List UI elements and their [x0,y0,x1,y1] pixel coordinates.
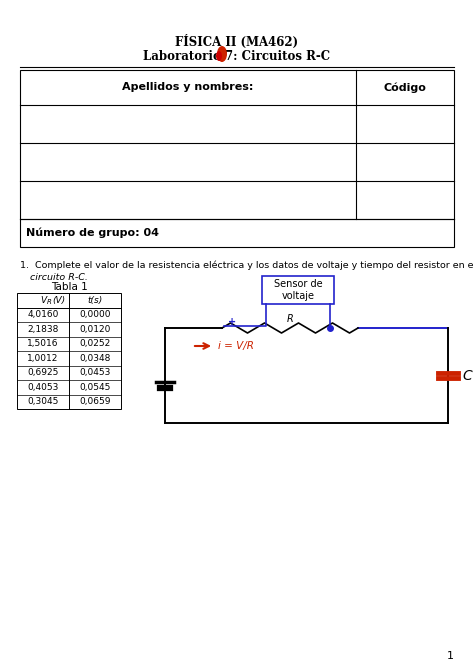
Text: Tabla 1: Tabla 1 [51,282,87,292]
Text: t(s): t(s) [87,295,103,305]
Text: Apellidos y nombres:: Apellidos y nombres: [122,82,254,92]
Text: 1: 1 [447,651,454,661]
Text: 0,6925: 0,6925 [27,369,59,377]
Text: 0,0000: 0,0000 [79,310,111,319]
Text: C: C [462,369,472,383]
Text: 0,0453: 0,0453 [79,369,111,377]
Text: 0,4053: 0,4053 [27,383,59,392]
Ellipse shape [216,51,222,61]
Text: 0,0252: 0,0252 [79,339,110,348]
Text: Código: Código [384,82,427,92]
Text: FÍSICA II (MA462): FÍSICA II (MA462) [175,35,299,49]
Text: 0,3045: 0,3045 [27,397,59,406]
Text: i = V/R: i = V/R [218,341,254,351]
Text: 0,0545: 0,0545 [79,383,111,392]
Text: 1.  Complete el valor de la resistencia eléctrica y los datos de voltaje y tiemp: 1. Complete el valor de la resistencia e… [20,261,474,271]
Text: 1,0012: 1,0012 [27,354,59,362]
Text: 4,0160: 4,0160 [27,310,59,319]
Bar [262,276,334,304]
Text: 2,1838: 2,1838 [27,325,59,334]
Ellipse shape [217,46,227,62]
Bar [17,293,121,409]
Text: Laboratorio 7: Circuitos R-C: Laboratorio 7: Circuitos R-C [144,50,330,62]
Bar [20,70,454,247]
Text: 0,0659: 0,0659 [79,397,111,406]
Text: V: V [40,295,46,305]
Text: Sensor de
voltaje: Sensor de voltaje [273,279,322,301]
Text: circuito R-C.: circuito R-C. [30,273,88,282]
Text: R: R [47,299,52,306]
Text: (V): (V) [52,295,65,305]
Text: 0,0348: 0,0348 [79,354,111,362]
Text: +: + [228,317,236,327]
Text: 0,0120: 0,0120 [79,325,111,334]
Text: R: R [287,314,293,324]
Text: 1,5016: 1,5016 [27,339,59,348]
Text: Número de grupo: 04: Número de grupo: 04 [26,228,159,239]
